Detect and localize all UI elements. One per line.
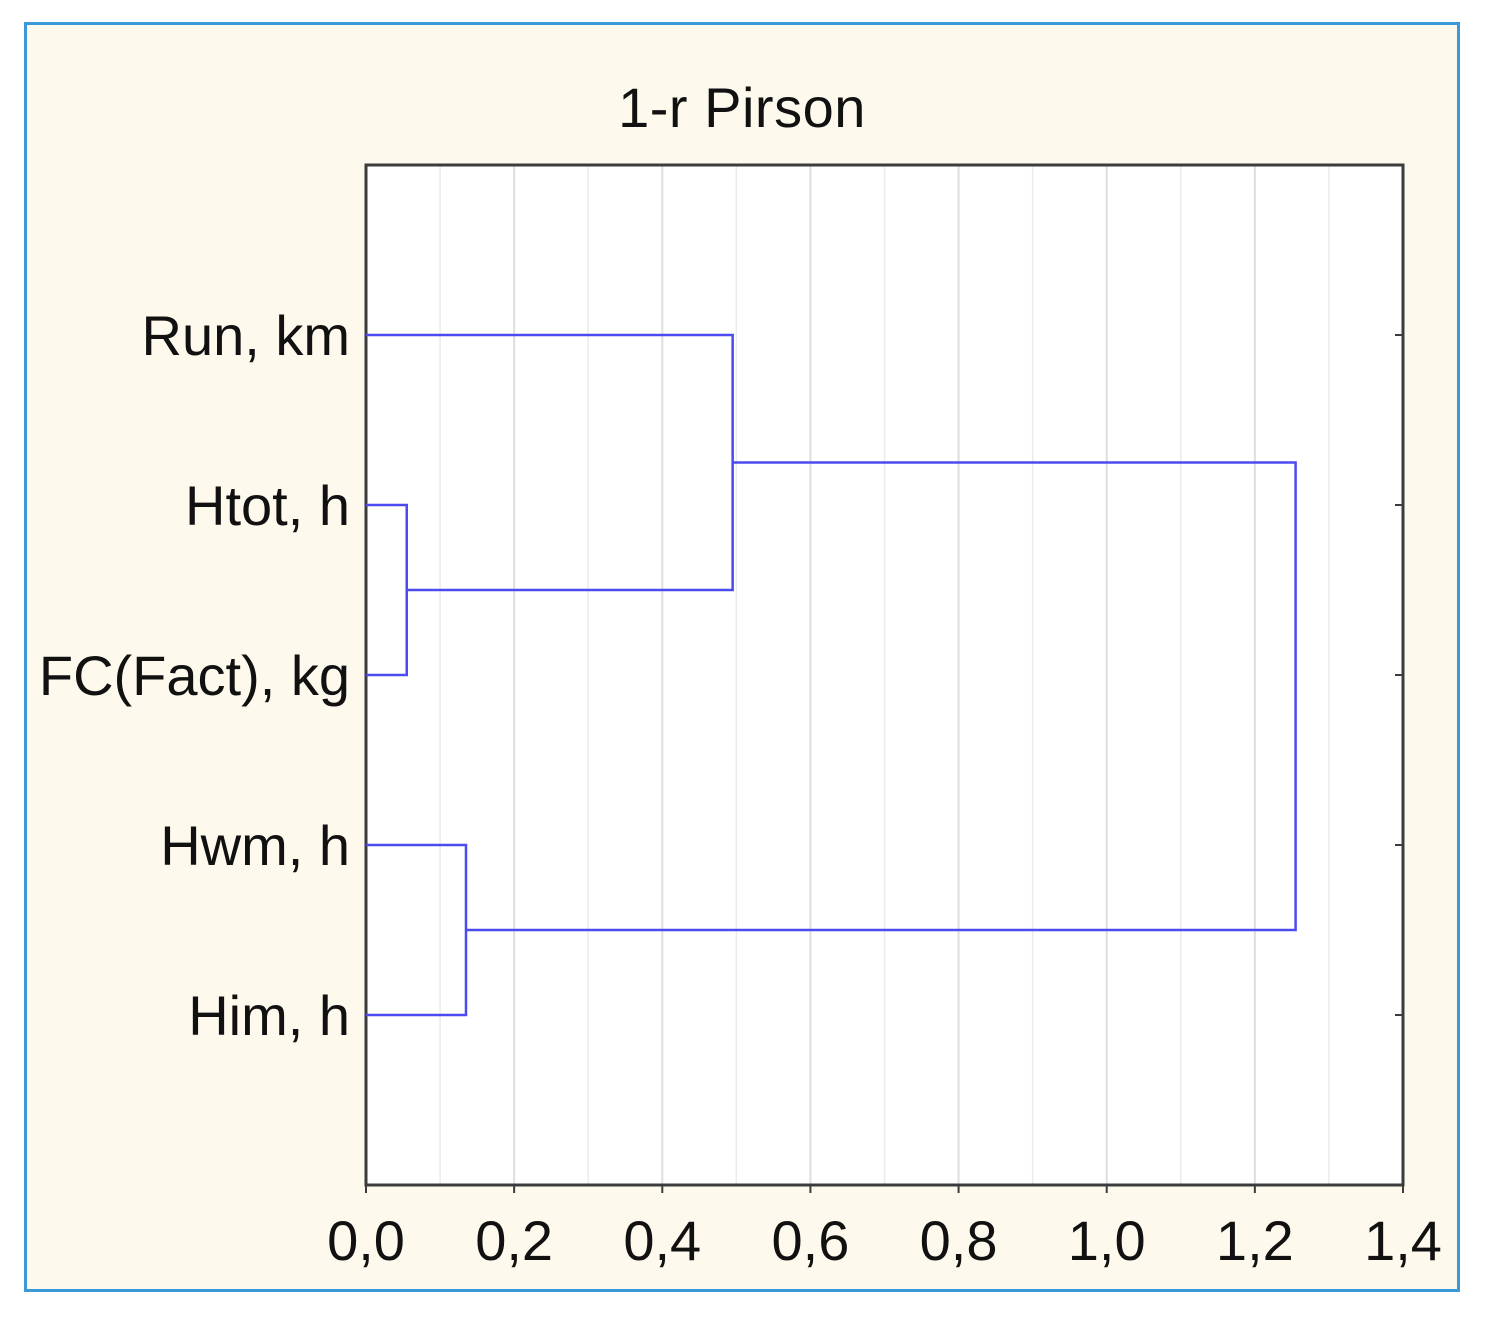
- x-tick-label: 1,4: [1364, 1209, 1442, 1272]
- dendrogram-links: [366, 333, 1297, 1017]
- dendrogram-link: [465, 461, 1297, 932]
- x-tick-label: 0,0: [327, 1209, 405, 1272]
- leaf-label: Hwm, h: [160, 814, 350, 877]
- axis-labels: 0,0 0,2 0,4 0,6 0,8 1,0 1,2 1,4 Run, km Htot, h FC…: [39, 304, 1442, 1272]
- leaf-label: FC(Fact), kg: [39, 644, 350, 707]
- x-tick-label: 0,2: [475, 1209, 553, 1272]
- x-tick-label: 0,8: [920, 1209, 998, 1272]
- leaf-label: Htot, h: [185, 474, 350, 537]
- leaf-label: Run, km: [142, 304, 351, 367]
- x-tick-label: 0,6: [771, 1209, 849, 1272]
- x-tick-label: 1,0: [1068, 1209, 1146, 1272]
- x-tick-label: 1,2: [1216, 1209, 1294, 1272]
- chart-title: 1-r Pirson: [618, 76, 866, 139]
- x-tick-label: 0,4: [623, 1209, 701, 1272]
- leaf-label: Him, h: [188, 984, 350, 1047]
